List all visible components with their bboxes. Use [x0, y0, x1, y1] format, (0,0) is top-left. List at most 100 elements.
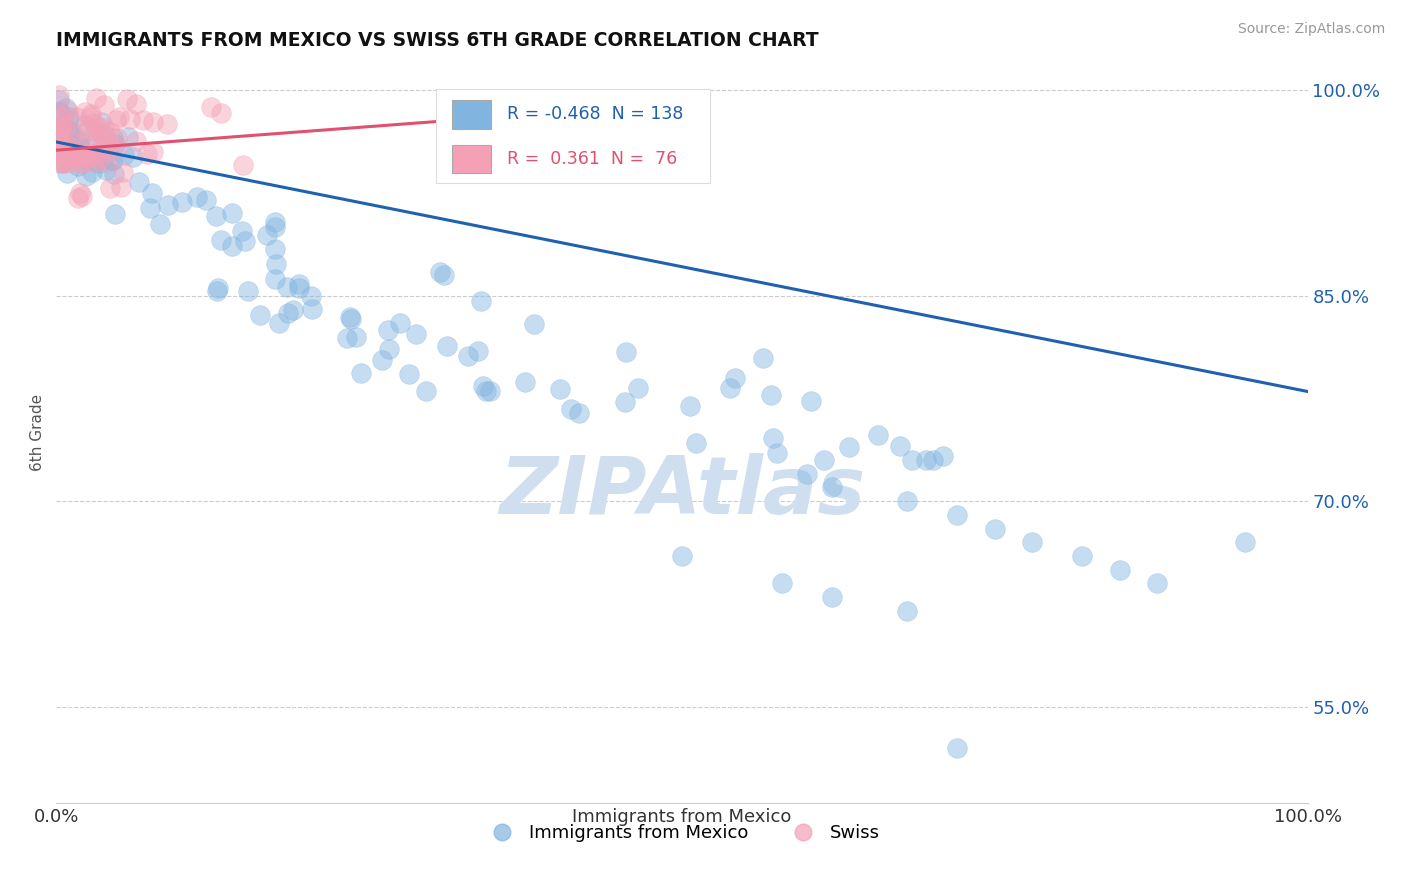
Point	[96, 154, 118, 169]
Point	[170, 195, 193, 210]
Point	[115, 92, 138, 106]
Point	[67, 145, 90, 160]
Point	[349, 366, 371, 380]
Point	[475, 384, 498, 399]
Point	[76, 121, 98, 136]
Point	[51, 108, 73, 122]
Point	[614, 345, 637, 359]
Point	[56, 113, 79, 128]
Point	[470, 293, 492, 308]
Point	[759, 388, 782, 402]
Point	[256, 228, 278, 243]
Point	[613, 394, 636, 409]
Text: R = -0.468  N = 138: R = -0.468 N = 138	[508, 105, 683, 123]
Point	[48, 88, 70, 103]
Point	[207, 281, 229, 295]
Point	[889, 439, 911, 453]
Point	[48, 156, 70, 170]
Point	[52, 120, 75, 134]
Point	[221, 206, 243, 220]
Point	[59, 139, 82, 153]
Point	[560, 402, 582, 417]
Point	[264, 257, 287, 271]
Point	[104, 137, 127, 152]
Point	[149, 217, 172, 231]
Point	[58, 123, 80, 137]
Point	[86, 119, 108, 133]
Point	[128, 175, 150, 189]
Point	[821, 480, 844, 494]
Point	[264, 215, 287, 229]
Point	[141, 186, 163, 200]
Point	[766, 446, 789, 460]
Point	[112, 165, 135, 179]
Point	[276, 280, 298, 294]
Point	[48, 135, 70, 149]
Point	[96, 145, 118, 159]
Point	[69, 186, 91, 200]
Point	[388, 317, 411, 331]
Point	[156, 197, 179, 211]
Point	[53, 145, 76, 159]
Point	[138, 201, 160, 215]
Point	[264, 219, 287, 234]
Point	[232, 158, 254, 172]
Point	[65, 111, 87, 125]
Point	[762, 431, 785, 445]
Point	[263, 272, 285, 286]
Point	[249, 308, 271, 322]
Point	[724, 371, 747, 385]
Point	[94, 128, 117, 143]
Point	[263, 242, 285, 256]
Point	[103, 153, 125, 167]
Point	[49, 126, 72, 140]
Point	[523, 317, 546, 331]
Point	[479, 384, 502, 399]
Point	[932, 449, 955, 463]
Point	[48, 132, 70, 146]
Point	[236, 285, 259, 299]
Point	[915, 453, 938, 467]
Point	[371, 352, 394, 367]
Point	[51, 120, 73, 135]
Point	[58, 103, 80, 118]
Point	[105, 131, 128, 145]
Point	[548, 382, 571, 396]
Point	[91, 151, 114, 165]
Point	[821, 590, 844, 604]
Point	[80, 164, 103, 178]
Point	[48, 153, 70, 167]
Point	[1146, 576, 1168, 591]
Point	[75, 169, 97, 184]
Point	[59, 123, 82, 137]
Point	[922, 453, 945, 467]
Point	[60, 150, 83, 164]
FancyBboxPatch shape	[453, 101, 491, 128]
Point	[984, 522, 1007, 536]
Point	[679, 399, 702, 413]
Point	[457, 349, 479, 363]
Point	[51, 156, 73, 170]
Point	[377, 342, 399, 356]
Point	[209, 106, 232, 120]
Point	[436, 339, 458, 353]
Point	[398, 367, 420, 381]
Point	[72, 156, 94, 170]
Point	[77, 124, 100, 138]
Point	[156, 117, 179, 131]
Point	[124, 96, 146, 111]
Point	[73, 118, 96, 132]
Point	[195, 193, 218, 207]
Point	[49, 124, 72, 138]
Point	[231, 224, 253, 238]
Point	[48, 125, 70, 139]
Point	[49, 119, 72, 133]
Point	[770, 576, 793, 591]
Point	[233, 234, 256, 248]
Point	[94, 163, 117, 178]
Point	[752, 351, 775, 365]
Legend: Immigrants from Mexico, Swiss: Immigrants from Mexico, Swiss	[477, 817, 887, 849]
Point	[70, 153, 93, 167]
Point	[58, 137, 80, 152]
Point	[82, 154, 104, 169]
